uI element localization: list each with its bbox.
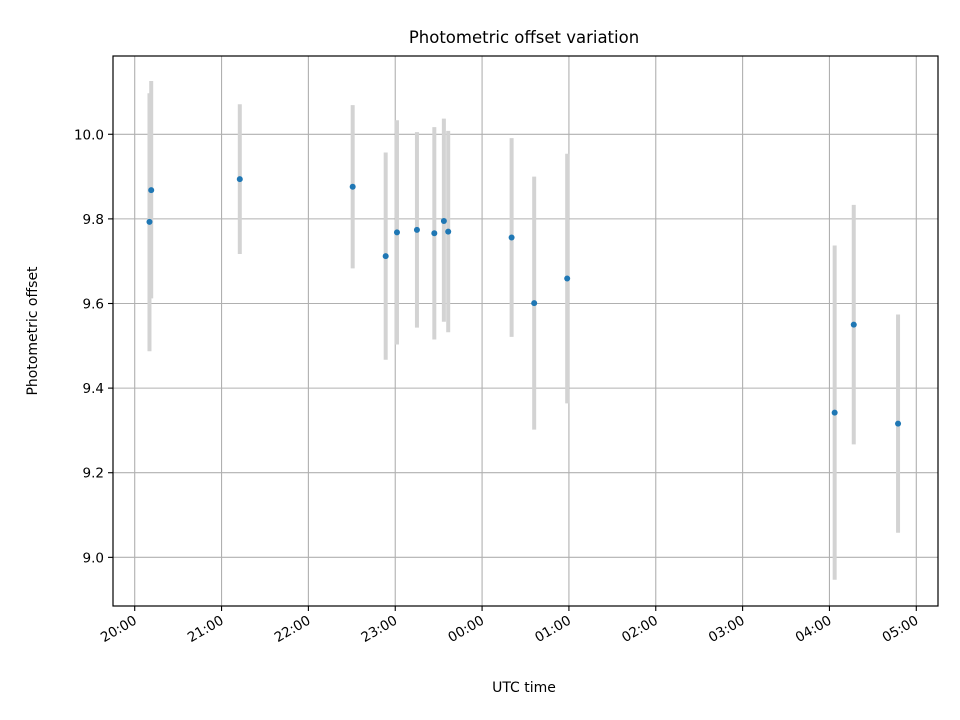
- y-axis-ticks: 9.0 9.2 9.4 9.6 9.8 10.0: [74, 127, 113, 566]
- data-point: [431, 230, 438, 237]
- x-tick-label: 04:00: [793, 613, 835, 646]
- y-axis-label: Photometric offset: [25, 266, 41, 396]
- data-point: [148, 187, 155, 194]
- data-point: [531, 300, 538, 307]
- data-point: [445, 228, 452, 235]
- x-tick-label: 01:00: [532, 613, 574, 646]
- data-point: [564, 275, 571, 282]
- y-tick-label: 9.6: [83, 297, 104, 313]
- data-points: [146, 176, 902, 427]
- y-tick-label: 9.2: [83, 466, 104, 482]
- y-tick-label: 9.4: [83, 381, 104, 397]
- data-point: [440, 218, 447, 224]
- x-tick-label: 21:00: [185, 613, 227, 646]
- x-tick-label: 00:00: [445, 613, 487, 646]
- data-point: [393, 229, 400, 236]
- x-axis-ticks: 20:00 21:00 22:00 23:00 00:00 01:00 02:00 03:00…: [98, 606, 921, 646]
- data-point: [831, 409, 838, 416]
- data-point: [146, 218, 153, 225]
- data-point: [850, 321, 857, 328]
- x-tick-label: 23:00: [359, 613, 401, 646]
- data-point: [382, 253, 389, 260]
- y-tick-label: 10.0: [74, 127, 104, 143]
- x-axis-label: UTC time: [492, 680, 556, 696]
- data-point: [413, 226, 420, 233]
- data-point: [349, 183, 356, 190]
- grid: [113, 56, 938, 606]
- data-point: [236, 176, 243, 183]
- y-tick-label: 9.8: [83, 212, 104, 228]
- error-bars: [147, 80, 901, 580]
- x-tick-label: 05:00: [880, 613, 922, 646]
- y-tick-label: 9.0: [83, 550, 104, 566]
- x-tick-label: 02:00: [619, 613, 661, 646]
- chart-title: Photometric offset variation: [409, 28, 639, 47]
- data-point: [508, 234, 515, 241]
- data-point: [895, 420, 902, 427]
- plot-frame: [112, 55, 939, 607]
- x-tick-label: 20:00: [98, 613, 140, 646]
- x-tick-label: 22:00: [272, 613, 314, 646]
- x-tick-label: 03:00: [706, 613, 748, 646]
